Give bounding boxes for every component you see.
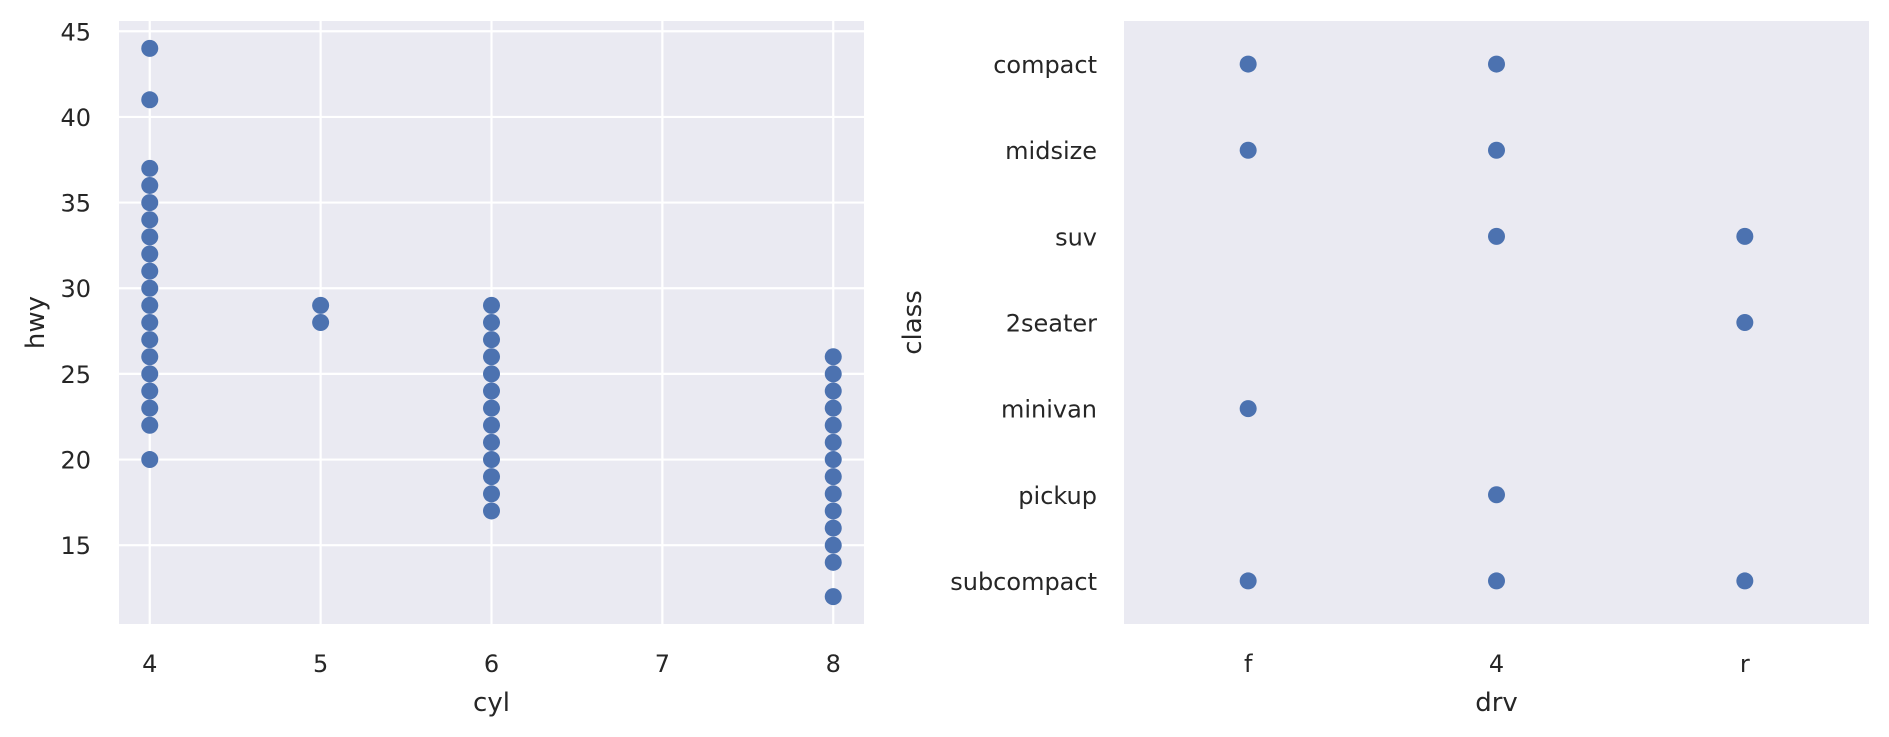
data-point bbox=[141, 399, 159, 417]
data-point bbox=[824, 365, 842, 383]
data-point bbox=[483, 485, 500, 503]
data-point bbox=[312, 296, 330, 314]
data-point bbox=[141, 159, 159, 177]
y-tick-label: subcompact bbox=[950, 568, 1097, 596]
x-tick-label: 5 bbox=[313, 650, 328, 678]
x-tick-label: 8 bbox=[826, 650, 841, 678]
data-point bbox=[141, 176, 159, 194]
data-point bbox=[483, 348, 500, 366]
data-point bbox=[483, 314, 500, 331]
y-tick-label: 25 bbox=[60, 361, 91, 389]
data-point bbox=[483, 296, 500, 314]
x-tick-label: 4 bbox=[1489, 650, 1504, 678]
data-point bbox=[1736, 572, 1754, 590]
data-point bbox=[141, 416, 159, 434]
chart-right-drv-class: f 4 r compact midsize suv 2seater minivan pickup… bbox=[898, 21, 1869, 718]
y-tick-label: 45 bbox=[60, 18, 91, 46]
data-point bbox=[1488, 227, 1505, 245]
data-point bbox=[141, 228, 159, 246]
data-point bbox=[824, 536, 842, 554]
data-point bbox=[141, 382, 159, 400]
data-point bbox=[1488, 141, 1505, 159]
data-point bbox=[824, 485, 842, 503]
y-tick-label: 30 bbox=[60, 275, 91, 303]
data-point bbox=[483, 502, 500, 520]
x-axis-label: drv bbox=[1475, 688, 1518, 718]
data-point bbox=[141, 279, 159, 297]
data-point bbox=[824, 502, 842, 520]
x-axis-label: cyl bbox=[473, 688, 510, 718]
plot-area-right bbox=[1124, 21, 1869, 624]
data-point bbox=[141, 451, 159, 469]
data-point bbox=[141, 245, 159, 263]
data-point bbox=[141, 365, 159, 383]
data-point bbox=[312, 314, 330, 331]
data-point bbox=[824, 348, 842, 366]
y-axis-label: class bbox=[898, 290, 928, 355]
y-tick-label: midsize bbox=[1005, 137, 1097, 165]
data-point bbox=[824, 451, 842, 469]
data-point bbox=[483, 382, 500, 400]
y-tick-label: compact bbox=[993, 51, 1097, 79]
x-tick-label: 6 bbox=[484, 650, 499, 678]
data-point bbox=[824, 553, 842, 571]
data-point bbox=[824, 433, 842, 451]
y-tick-label: 20 bbox=[60, 447, 91, 475]
y-tick-label: 40 bbox=[60, 104, 91, 132]
x-tick-label: r bbox=[1740, 650, 1750, 678]
y-tick-label: suv bbox=[1055, 223, 1097, 251]
data-point bbox=[1239, 141, 1257, 159]
data-point bbox=[141, 348, 159, 366]
data-point bbox=[824, 468, 842, 486]
data-point bbox=[824, 399, 842, 417]
data-point bbox=[483, 451, 500, 469]
x-tick-label: 7 bbox=[655, 650, 670, 678]
data-point bbox=[824, 519, 842, 537]
data-point bbox=[141, 211, 159, 229]
data-point bbox=[483, 433, 500, 451]
data-point bbox=[483, 468, 500, 486]
y-tick-label: minivan bbox=[1001, 396, 1097, 424]
data-point bbox=[483, 331, 500, 349]
y-tick-label: 2seater bbox=[1006, 310, 1097, 338]
x-tick-label: 4 bbox=[142, 650, 157, 678]
data-point bbox=[824, 416, 842, 434]
data-point bbox=[141, 331, 159, 349]
y-axis-label: hwy bbox=[21, 296, 51, 349]
data-point bbox=[483, 365, 500, 383]
data-point bbox=[1239, 572, 1257, 590]
data-point bbox=[1488, 572, 1505, 590]
y-tick-label: 15 bbox=[60, 532, 91, 560]
data-point bbox=[483, 399, 500, 417]
data-point bbox=[141, 39, 159, 57]
data-point bbox=[141, 296, 159, 314]
y-tick-label: pickup bbox=[1018, 482, 1097, 510]
y-tick-label: 35 bbox=[60, 190, 91, 218]
data-point bbox=[1736, 314, 1754, 331]
data-point bbox=[141, 262, 159, 280]
data-point bbox=[1239, 55, 1257, 73]
x-tick-label: f bbox=[1244, 650, 1253, 678]
data-point bbox=[824, 382, 842, 400]
data-point bbox=[141, 91, 159, 109]
data-point bbox=[824, 588, 842, 606]
data-point bbox=[1488, 486, 1505, 504]
data-point bbox=[141, 194, 159, 212]
data-point bbox=[1239, 400, 1257, 418]
data-point bbox=[1736, 227, 1754, 245]
data-point bbox=[483, 416, 500, 434]
data-point bbox=[141, 314, 159, 331]
data-point bbox=[1488, 55, 1505, 73]
